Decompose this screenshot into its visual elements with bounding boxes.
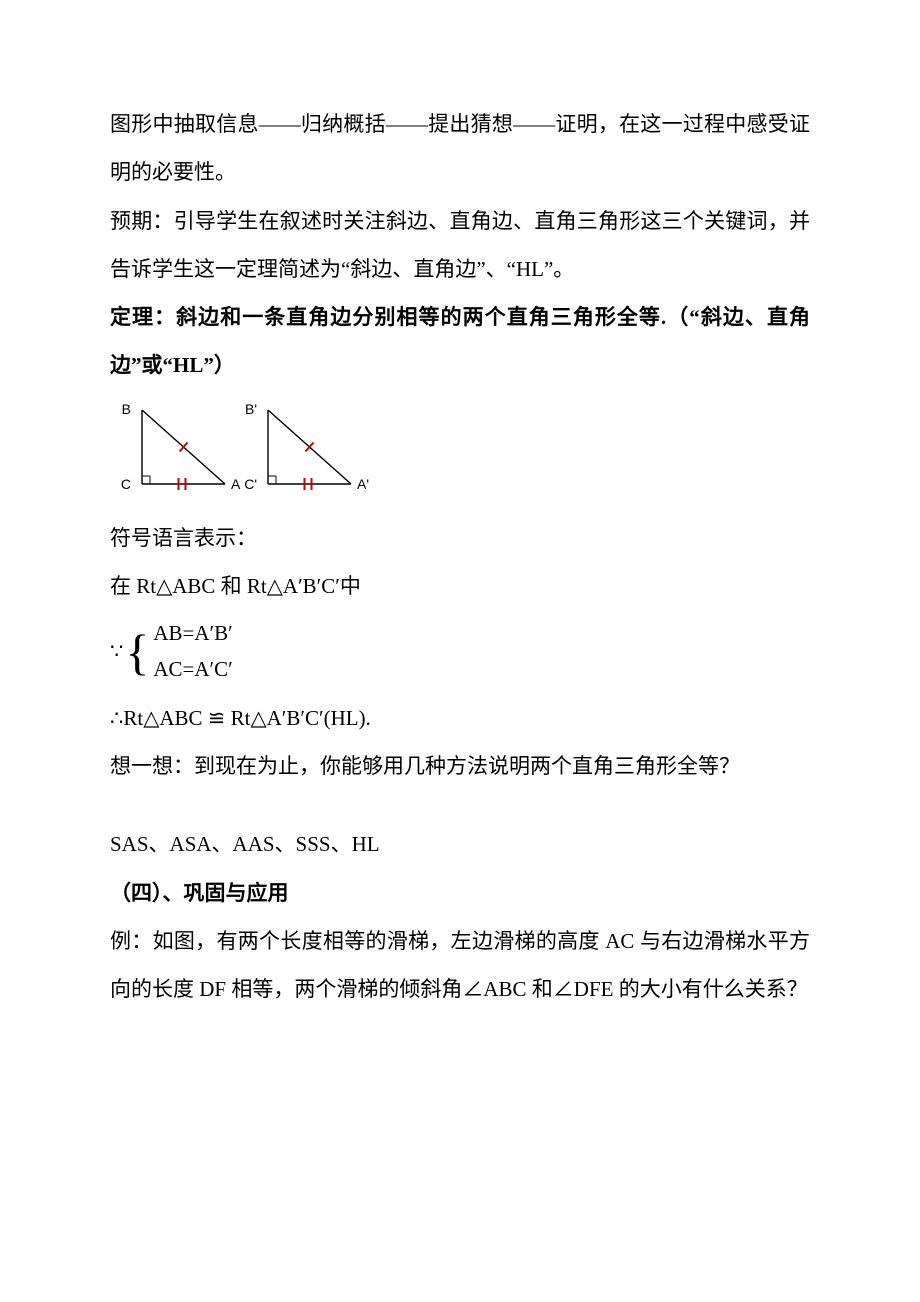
condition-ab: AB=A′B′: [153, 616, 232, 652]
because-symbol: ∵: [110, 634, 123, 670]
section-4-heading: （四）、巩固与应用: [110, 869, 810, 917]
paragraph-context: 图形中抽取信息——归纳概括——提出猜想——证明，在这一过程中感受证明的必要性。: [110, 100, 810, 197]
triangle-svg: B C A B' C' A': [120, 402, 380, 502]
symbol-language-heading: 符号语言表示：: [110, 514, 810, 562]
triangles-diagram: B C A B' C' A': [120, 402, 810, 502]
document-page: 图形中抽取信息——归纳概括——提出猜想——证明，在这一过程中感受证明的必要性。 …: [0, 0, 920, 1302]
theorem-statement: 定理：斜边和一条直角边分别相等的两个直角三角形全等.（“斜边、直角边”或“HL”…: [110, 293, 810, 390]
think-question: 想一想：到现在为止，你能够用几种方法说明两个直角三角形全等？: [110, 742, 810, 790]
svg-text:B': B': [245, 402, 257, 417]
svg-text:A: A: [231, 476, 241, 492]
methods-list: SAS、ASA、AAS、SSS、HL: [110, 820, 810, 868]
svg-text:A': A': [357, 476, 369, 492]
condition-ac: AC=A′C′: [153, 652, 232, 688]
paragraph-expectation: 预期：引导学生在叙述时关注斜边、直角边、直角三角形这三个关键词，并告诉学生这一定…: [110, 197, 810, 294]
svg-text:B: B: [122, 402, 131, 417]
therefore-line: ∴Rt△ABC ≌ Rt△A′B′C′(HL).: [110, 694, 810, 742]
example-problem: 例：如图，有两个长度相等的滑梯，左边滑梯的高度 AC 与右边滑梯水平方向的长度 …: [110, 917, 810, 1014]
because-block: ∵ { AB=A′B′ AC=A′C′: [110, 616, 810, 687]
svg-text:C': C': [244, 476, 257, 492]
given-triangles-line: 在 Rt△ABC 和 Rt△A′B′C′中: [110, 562, 810, 610]
svg-text:C: C: [121, 476, 131, 492]
brace-conditions: AB=A′B′ AC=A′C′: [153, 616, 232, 687]
brace-symbol: {: [125, 627, 149, 677]
